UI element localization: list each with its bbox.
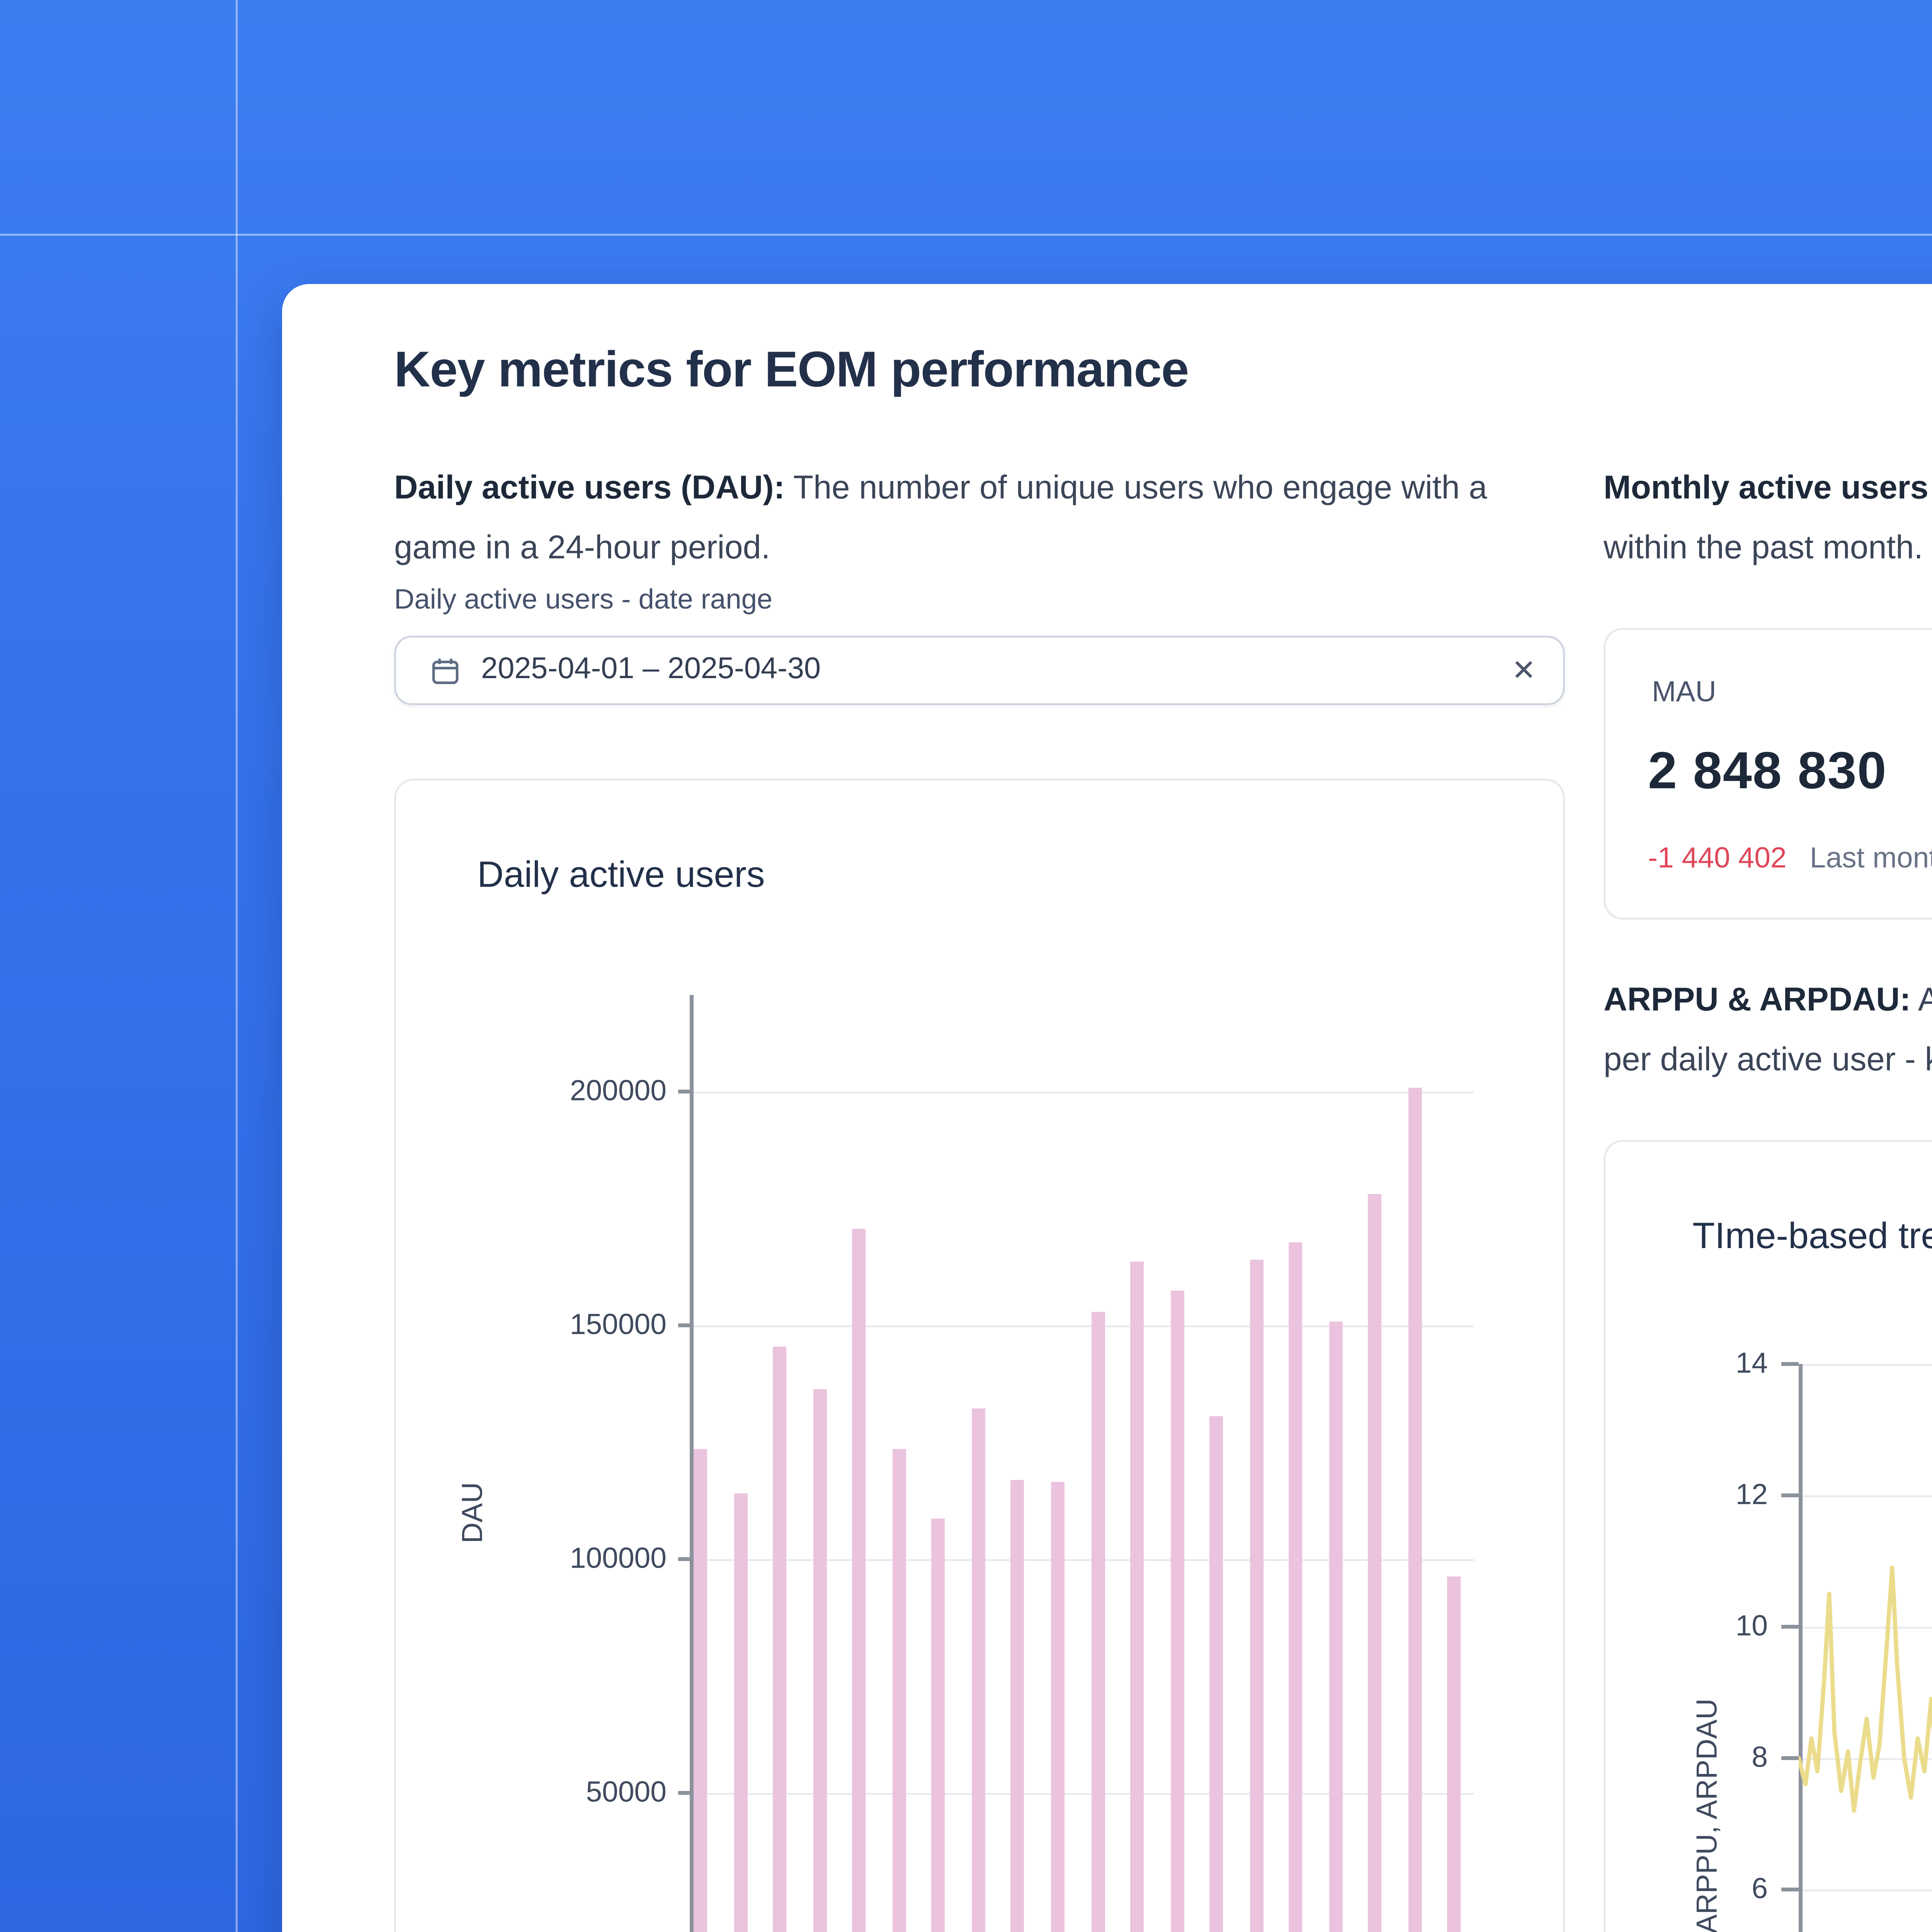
dau-description-lead: Daily active users (DAU): (394, 469, 785, 506)
arppu-ytick-label-10: 10 (1735, 1610, 1768, 1643)
clear-date-icon[interactable]: ✕ (1512, 654, 1536, 687)
dau-bar-2025-04-08 (971, 1408, 985, 1932)
dau-gridline-200000 (690, 1092, 1474, 1094)
arppu-ytick-12 (1781, 1494, 1799, 1497)
mau-delta-value: -1 440 402 (1648, 842, 1787, 875)
date-range-input[interactable]: 2025-04-01 – 2025-04-30 ✕ (394, 636, 1565, 705)
dau-bar-2025-04-04 (813, 1389, 827, 1932)
calendar-icon[interactable] (431, 656, 460, 685)
dau-ytick-150000 (678, 1324, 690, 1327)
arppu-ytick-10 (1781, 1625, 1799, 1628)
dau-bar-2025-04-16 (1289, 1242, 1303, 1932)
arppu-description: ARPPU & ARPDAU: Average revenue per payi… (1604, 970, 1932, 1090)
dau-bar-2025-04-01 (694, 1449, 707, 1932)
background-grid-line-horizontal (0, 234, 1932, 236)
dau-bar-2025-04-15 (1249, 1260, 1263, 1932)
arppu-description-lead: ARPPU & ARPDAU: (1604, 981, 1911, 1018)
arppu-line-series (1799, 1565, 1932, 1813)
arppu-ytick-6 (1781, 1888, 1799, 1891)
arppu-ytick-label-14: 14 (1735, 1347, 1768, 1381)
dau-bar-2025-04-03 (773, 1346, 787, 1932)
dau-gridline-150000 (690, 1325, 1474, 1327)
mau-description: Monthly active users (MAU): The total un… (1604, 458, 1932, 578)
dau-y-axis-title: DAU (457, 1482, 490, 1544)
background-grid-line-vertical (236, 0, 238, 1932)
arppu-ytick-14 (1781, 1362, 1799, 1365)
dau-bar-2025-04-07 (932, 1518, 946, 1932)
dau-description: Daily active users (DAU): The number of … (394, 458, 1577, 578)
dau-gridline-100000 (690, 1559, 1474, 1561)
dau-y-axis (690, 995, 693, 1932)
arppu-gridline-6 (1799, 1889, 1932, 1891)
dau-bar-2025-04-19 (1408, 1087, 1422, 1932)
arppu-description-body: Average revenue per paying user and aver… (1604, 981, 1932, 1078)
date-range-value[interactable]: 2025-04-01 – 2025-04-30 (481, 653, 821, 686)
arppu-ytick-label-12: 12 (1735, 1479, 1768, 1512)
dau-ytick-label-150000: 150000 (570, 1309, 667, 1342)
dau-bar-2025-04-17 (1328, 1321, 1342, 1932)
dau-bar-2025-04-09 (1011, 1480, 1025, 1932)
page-title: Key metrics for EOM performance (394, 340, 1189, 398)
dau-chart-title: Daily active users (477, 856, 765, 896)
dau-ytick-50000 (678, 1791, 690, 1794)
dau-description-body: The number of unique users who engage wi… (394, 469, 1487, 566)
dau-bar-2025-04-10 (1051, 1482, 1065, 1932)
arppu-ytick-8 (1781, 1757, 1799, 1759)
dau-bar-2025-04-02 (733, 1493, 747, 1932)
mau-card-label: MAU (1652, 676, 1716, 709)
mau-card-delta-row: -1 440 402 Last month (1648, 842, 1932, 875)
dau-bar-2025-04-12 (1130, 1260, 1144, 1932)
dau-ytick-label-100000: 100000 (570, 1543, 667, 1576)
dau-bar-2025-04-14 (1209, 1416, 1223, 1932)
dau-bar-2025-04-11 (1090, 1312, 1104, 1932)
mau-delta-caption: Last month (1810, 842, 1932, 875)
dau-gridline-50000 (690, 1793, 1474, 1795)
mau-description-body: The total unique users who accessed a ga… (1604, 529, 1923, 566)
dau-ytick-label-50000: 50000 (586, 1776, 667, 1810)
dau-bar-2025-04-20 (1448, 1576, 1462, 1932)
arppu-gridline-8 (1799, 1758, 1932, 1760)
arppu-chart-card (1604, 1140, 1932, 1932)
mau-card-value: 2 848 830 (1648, 742, 1887, 800)
dau-ytick-100000 (678, 1558, 690, 1560)
mau-description-lead: Monthly active users (MAU): (1604, 469, 1932, 506)
arppu-y-axis (1799, 1364, 1803, 1932)
arppu-gridline-12 (1799, 1495, 1932, 1497)
dau-bar-2025-04-06 (892, 1449, 906, 1932)
arppu-chart-title: TIme-based trends - ARPPU, ARPDAU (1692, 1217, 1932, 1258)
mau-card (1604, 628, 1932, 920)
dau-ytick-200000 (678, 1090, 690, 1093)
dau-bar-2025-04-05 (852, 1228, 866, 1932)
date-range-label: Daily active users - date range (394, 585, 773, 616)
arppu-gridline-10 (1799, 1627, 1932, 1629)
dau-ytick-label-200000: 200000 (570, 1075, 667, 1108)
dau-bar-2025-04-13 (1170, 1289, 1184, 1932)
arppu-y-axis-title: ARPPU, ARPDAU (1691, 1698, 1725, 1932)
dau-bar-2025-04-18 (1368, 1193, 1382, 1932)
arppu-ytick-label-6: 6 (1752, 1873, 1768, 1906)
arppu-gridline-14 (1799, 1364, 1932, 1366)
arppu-ytick-label-8: 8 (1752, 1742, 1768, 1775)
